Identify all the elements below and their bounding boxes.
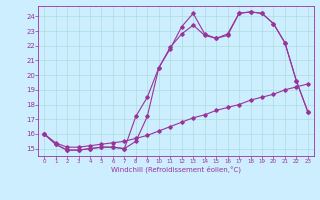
- X-axis label: Windchill (Refroidissement éolien,°C): Windchill (Refroidissement éolien,°C): [111, 166, 241, 173]
